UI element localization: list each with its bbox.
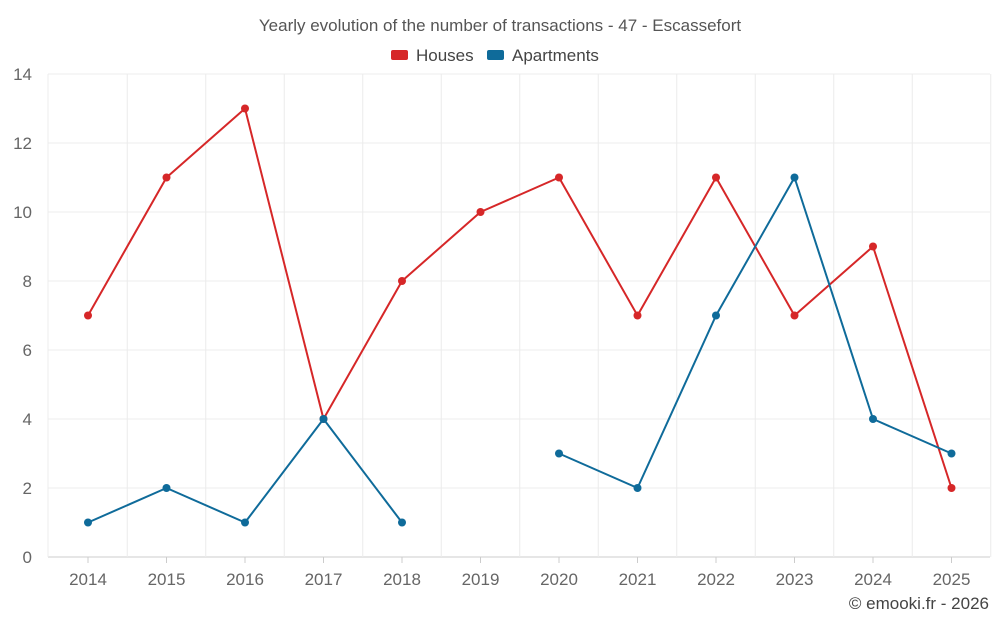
y-tick-label-8: 8 bbox=[23, 272, 32, 291]
x-tick-label-2025: 2025 bbox=[933, 570, 971, 589]
point-houses-2021[interactable] bbox=[633, 311, 642, 320]
point-houses-2019[interactable] bbox=[476, 208, 485, 216]
point-apartments-2022[interactable] bbox=[712, 311, 720, 320]
point-houses-2023[interactable] bbox=[790, 311, 799, 320]
x-tick-label-2014: 2014 bbox=[69, 570, 107, 589]
y-tick-label-14: 14 bbox=[13, 65, 32, 84]
y-tick-label-0: 0 bbox=[23, 548, 32, 567]
y-tick-label-10: 10 bbox=[13, 203, 32, 222]
point-apartments-2024[interactable] bbox=[869, 415, 877, 423]
series-line-houses bbox=[87, 107, 953, 489]
credit-text: © emooki.fr - 2026 bbox=[849, 594, 989, 613]
legend-item-houses[interactable]: Houses bbox=[391, 46, 474, 65]
point-apartments-2016[interactable] bbox=[241, 518, 249, 527]
point-houses-2018[interactable] bbox=[398, 277, 406, 285]
x-tick-label-2023: 2023 bbox=[776, 570, 814, 589]
x-tick-label-2016: 2016 bbox=[226, 570, 264, 589]
x-tick-label-2015: 2015 bbox=[148, 570, 186, 589]
point-apartments-2021[interactable] bbox=[633, 484, 642, 492]
gridlines bbox=[47, 73, 992, 558]
series-houses bbox=[84, 104, 956, 492]
x-tick-label-2019: 2019 bbox=[462, 570, 500, 589]
x-axis-ticks: 2014 2015 2016 2017 2018 2019 2020 2021 2022 2023… bbox=[69, 557, 970, 589]
y-tick-label-2: 2 bbox=[23, 479, 32, 498]
point-houses-2025[interactable] bbox=[947, 484, 956, 492]
y-axis-ticks: 0 2 4 6 8 10 12 14 bbox=[13, 65, 32, 567]
series-line-apartments-1 bbox=[87, 418, 403, 524]
x-tick-label-2018: 2018 bbox=[383, 570, 421, 589]
y-tick-label-12: 12 bbox=[13, 134, 32, 153]
point-houses-2024[interactable] bbox=[869, 242, 877, 251]
point-apartments-2015[interactable] bbox=[162, 484, 171, 492]
x-tick-label-2024: 2024 bbox=[854, 570, 892, 589]
series-apartments bbox=[84, 173, 956, 527]
y-tick-label-4: 4 bbox=[23, 410, 32, 429]
point-houses-2022[interactable] bbox=[712, 173, 720, 182]
point-apartments-2025[interactable] bbox=[947, 449, 956, 458]
point-apartments-2018[interactable] bbox=[398, 518, 406, 527]
point-houses-2020[interactable] bbox=[555, 173, 563, 182]
legend-label-houses: Houses bbox=[416, 46, 474, 65]
x-tick-label-2021: 2021 bbox=[619, 570, 657, 589]
y-tick-label-6: 6 bbox=[23, 341, 32, 360]
x-tick-label-2022: 2022 bbox=[697, 570, 735, 589]
x-tick-label-2017: 2017 bbox=[305, 570, 343, 589]
point-houses-2014[interactable] bbox=[84, 311, 92, 320]
legend-swatch-apartments bbox=[487, 50, 504, 60]
point-apartments-2020[interactable] bbox=[555, 449, 563, 458]
series bbox=[84, 104, 956, 527]
point-apartments-2017[interactable] bbox=[319, 415, 328, 423]
point-houses-2016[interactable] bbox=[241, 104, 249, 113]
legend-item-apartments[interactable]: Apartments bbox=[487, 46, 599, 65]
point-apartments-2023[interactable] bbox=[790, 173, 799, 182]
chart-title: Yearly evolution of the number of transa… bbox=[259, 16, 742, 35]
point-houses-2015[interactable] bbox=[162, 173, 171, 182]
series-line-apartments-2 bbox=[558, 176, 952, 489]
point-apartments-2014[interactable] bbox=[84, 518, 92, 527]
x-tick-label-2020: 2020 bbox=[540, 570, 578, 589]
legend: Houses Apartments bbox=[391, 46, 599, 65]
legend-label-apartments: Apartments bbox=[512, 46, 599, 65]
legend-swatch-houses bbox=[391, 50, 408, 60]
